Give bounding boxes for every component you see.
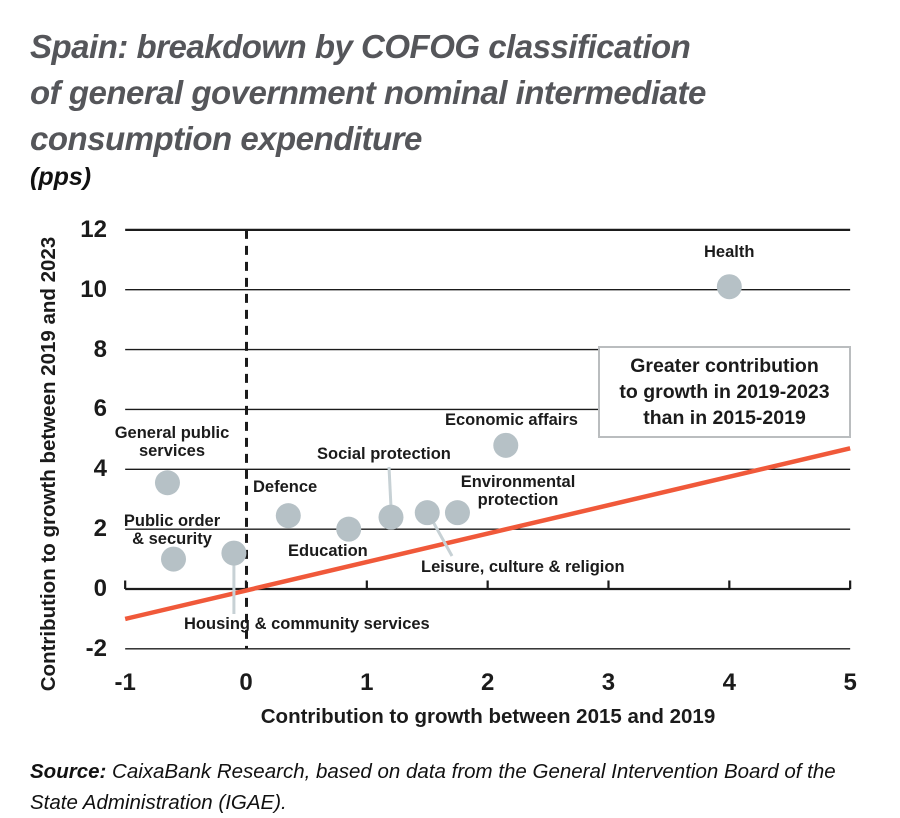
- y-tick-label-12: 12: [80, 215, 107, 243]
- source-note: Source: CaixaBank Research, based on dat…: [30, 756, 885, 818]
- point-label-social-protection: Social protection: [317, 445, 451, 463]
- x-tick-label-5: 5: [843, 669, 857, 696]
- y-tick-label-0: 0: [93, 575, 107, 602]
- data-point-health: [716, 274, 742, 300]
- x-tick-label-3: 3: [601, 669, 616, 696]
- point-label-housing-community-services: Housing & community services: [184, 615, 430, 633]
- source-prefix: Source:: [30, 760, 107, 783]
- point-label-economic-affairs: Economic affairs: [445, 411, 578, 429]
- annotation-line-2: to growth in 2019-2023: [619, 381, 830, 403]
- x-tick-label-1: 1: [360, 669, 374, 696]
- chart-title-line-2: of general government nominal intermedia…: [30, 74, 706, 111]
- chart-title-line-1: Spain: breakdown by COFOG classification: [30, 28, 691, 65]
- data-point-defence: [275, 503, 301, 529]
- source-text: CaixaBank Research, based on data from t…: [30, 760, 836, 814]
- point-label-leisure-culture-religion: Leisure, culture & religion: [421, 558, 625, 576]
- annotation-line-3: than in 2015-2019: [643, 407, 806, 429]
- chart-title: Spain: breakdown by COFOG classification…: [30, 24, 706, 162]
- y-tick-label--2: -2: [85, 634, 107, 662]
- trend-line: [124, 446, 851, 622]
- y-tick-label-4: 4: [93, 455, 107, 483]
- x-axis-title: Contribution to growth between 2015 and …: [260, 705, 716, 728]
- y-tick-label-2: 2: [93, 515, 107, 543]
- data-point-general-public-services: [154, 470, 180, 496]
- annotation-line-1: Greater contribution: [630, 355, 819, 377]
- data-point-economic-affairs: [493, 432, 519, 458]
- data-point-leisure-culture-religion: [414, 500, 440, 526]
- y-tick-label-8: 8: [93, 335, 107, 363]
- point-label-environmental-protection: Environmental protection: [460, 473, 576, 509]
- point-label-public-order-security: Public order & security: [123, 512, 221, 548]
- chart-title-line-3: consumption expenditure: [30, 120, 422, 157]
- annotation-box: Greater contribution to growth in 2019-2…: [598, 346, 851, 438]
- x-tick-label-2: 2: [480, 669, 495, 696]
- unit-label: (pps): [30, 163, 92, 191]
- point-label-defence: Defence: [253, 478, 318, 496]
- data-point-education: [336, 516, 362, 542]
- data-point-public-order-security: [161, 546, 187, 572]
- point-label-health: Health: [704, 243, 755, 261]
- data-point-housing-community-services: [221, 540, 247, 566]
- point-label-education: Education: [288, 542, 368, 560]
- x-tick-label-4: 4: [722, 669, 736, 696]
- point-label-general-public-services: General public services: [114, 424, 230, 460]
- x-tick-label-0: 0: [239, 669, 253, 696]
- data-point-social-protection: [378, 504, 404, 530]
- x-tick-label--1: -1: [114, 669, 136, 696]
- y-tick-label-10: 10: [80, 275, 107, 303]
- y-tick-label-6: 6: [93, 395, 107, 423]
- callout-social-protection: [387, 466, 393, 508]
- data-point-environmental-protection: [444, 500, 470, 526]
